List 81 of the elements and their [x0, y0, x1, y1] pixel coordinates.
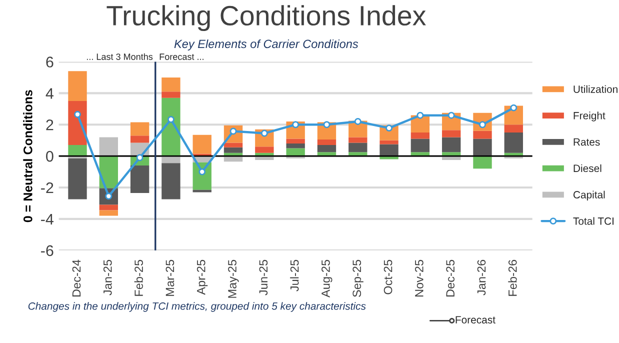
bar [473, 138, 492, 156]
bar [162, 92, 180, 98]
bar [286, 138, 305, 144]
text: ... Last 3 Months [86, 53, 153, 60]
bar [504, 132, 523, 153]
bar [162, 98, 180, 156]
point [292, 121, 300, 128]
bar [348, 142, 368, 152]
bar [286, 148, 305, 156]
bar [317, 140, 336, 146]
x-tick-label: Jul-25 [290, 260, 299, 292]
point [323, 121, 330, 128]
point [198, 168, 206, 176]
y-tick-label: 6 [46, 56, 54, 68]
x-tick-label: May-25 [228, 260, 239, 298]
bar [68, 145, 87, 156]
bar [162, 77, 180, 92]
bar [410, 132, 430, 139]
text: Changes in the underlying TCI metrics, grouped into 5 key characteristics [28, 302, 366, 312]
x-tick-label: Feb-26 [508, 260, 517, 296]
bar [99, 210, 118, 216]
bar [348, 137, 368, 143]
bar [473, 130, 492, 139]
bar [68, 158, 87, 200]
y-tick-label: -2 [41, 182, 54, 194]
bar [99, 204, 118, 210]
x-tick-label: Jun-25 [259, 260, 268, 296]
legend-label: Capital [573, 190, 605, 200]
y-tick-label: 2 [46, 119, 54, 130]
bar [255, 146, 274, 153]
bar [130, 122, 150, 136]
point [167, 116, 174, 123]
bar [317, 145, 336, 152]
y-tick-label: -4 [41, 214, 54, 224]
bar [380, 144, 398, 156]
legend-label: Freight [574, 112, 606, 122]
point [260, 130, 268, 137]
x-tick-label: Apr-25 [196, 260, 208, 295]
x-tick-label: Nov-25 [414, 260, 424, 297]
bar [162, 163, 180, 200]
bar [68, 71, 87, 102]
legend-label: Diesel [574, 164, 602, 172]
text: Forecast [456, 316, 496, 324]
bar [473, 156, 492, 169]
y-tick-label: 4 [46, 88, 54, 99]
text: Forecast ... [160, 54, 204, 60]
chart-subtitle: Key Elements of Carrier Conditions [174, 39, 358, 50]
bar [286, 143, 305, 148]
point [510, 104, 518, 112]
x-tick-label: Aug-25 [322, 260, 332, 298]
bar [442, 137, 461, 152]
bar [99, 137, 118, 156]
bar [410, 138, 430, 152]
bar [442, 130, 461, 138]
chart-title: Trucking Conditions Index [106, 5, 426, 32]
point [386, 124, 393, 132]
bar [130, 136, 150, 143]
point [448, 112, 455, 119]
bar [224, 147, 243, 153]
x-tick-label: Mar-25 [166, 260, 174, 296]
legend-label: Total TCI [573, 217, 614, 225]
bar [192, 134, 212, 154]
point [416, 112, 424, 119]
point [354, 118, 362, 125]
legend-label: Rates [574, 138, 600, 146]
x-tick-label: Sep-25 [352, 260, 364, 297]
y-tick-label: -6 [41, 245, 54, 256]
bar [380, 140, 398, 144]
bar [224, 142, 243, 148]
point [74, 110, 81, 118]
legend-label: Utilization [574, 85, 618, 93]
x-tick-label: Dec-25 [446, 260, 455, 297]
x-tick-label: Jan-25 [103, 260, 112, 296]
y-tick-label: 0 [46, 150, 54, 162]
x-tick-label: Jan-26 [477, 260, 486, 296]
y-axis-title: 0 = Neutral Conditions [23, 90, 32, 222]
x-tick-label: Oct-25 [384, 260, 392, 294]
x-tick-label: Feb-25 [134, 260, 143, 296]
bar [130, 165, 150, 194]
x-tick-label: Dec-24 [72, 260, 81, 297]
bar [504, 124, 523, 132]
